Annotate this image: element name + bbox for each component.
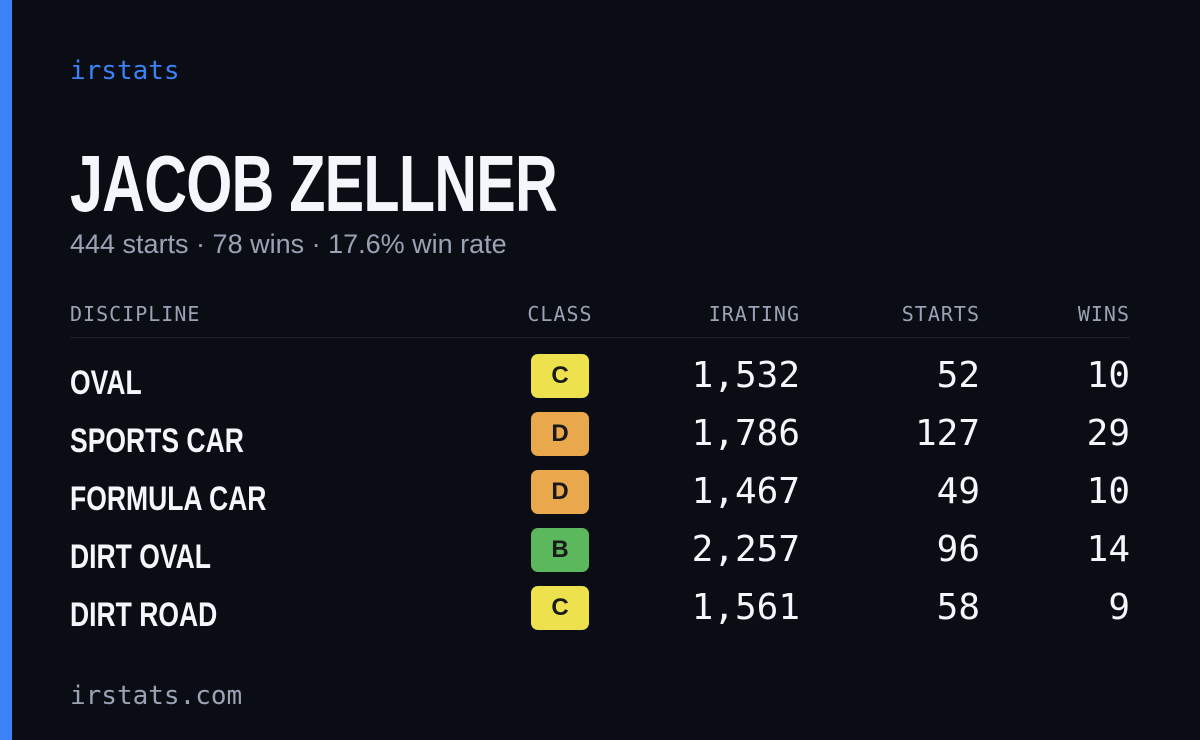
column-header: CLASS [527,302,593,326]
class-badge: D [531,470,589,514]
starts: 58 [936,587,980,628]
header-rule [70,337,1130,338]
irating: 1,561 [691,587,800,628]
discipline: DIRT ROAD [70,596,218,634]
column-header: DISCIPLINE [70,302,201,326]
class-badge: C [531,586,589,630]
wins: 14 [1086,529,1130,570]
irating: 1,786 [691,413,800,454]
footer: irstats.com [70,681,243,711]
class-badge: B [531,528,589,572]
driver-name: JACOB ZELLNER [70,139,558,228]
wins: 9 [1108,587,1130,628]
wins: 10 [1086,471,1130,512]
class-badge: C [531,354,589,398]
discipline: FORMULA CAR [70,480,267,518]
column-header: IRATING [708,302,800,326]
wins: 29 [1086,413,1130,454]
summary: 444 starts · 78 wins · 17.6% win rate [70,229,507,259]
discipline: SPORTS CAR [70,422,244,460]
column-header: STARTS [901,302,980,326]
irating: 2,257 [691,529,800,570]
discipline: OVAL [70,364,142,402]
irating: 1,532 [691,355,800,396]
starts: 49 [936,471,980,512]
brand: irstats [70,56,180,86]
discipline: DIRT OVAL [70,538,211,576]
starts: 52 [936,355,980,396]
accent-bar [0,0,12,740]
starts: 127 [914,413,980,454]
starts: 96 [936,529,980,570]
irating: 1,467 [691,471,800,512]
wins: 10 [1086,355,1130,396]
column-header: WINS [1077,302,1130,326]
class-badge: D [531,412,589,456]
